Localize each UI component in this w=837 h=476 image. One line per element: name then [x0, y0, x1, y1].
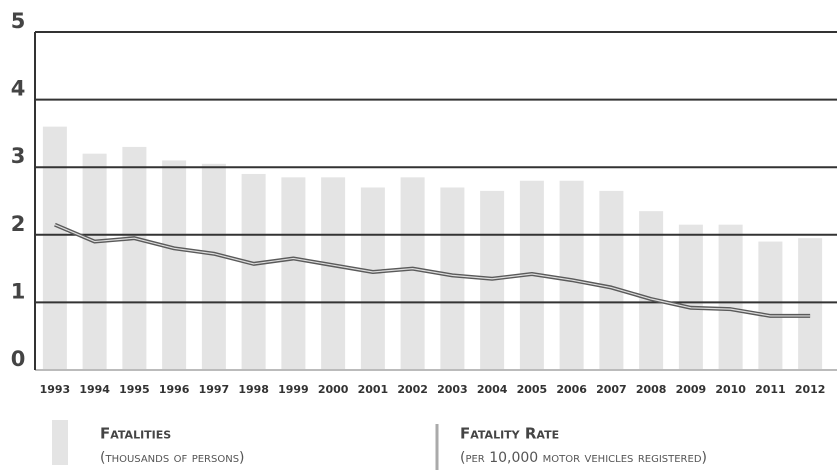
x-tick-label: 2011 — [755, 383, 786, 396]
x-tick-label: 2010 — [715, 383, 746, 396]
x-tick-label: 2005 — [517, 383, 548, 396]
y-tick-label: 2 — [11, 212, 26, 236]
x-tick-label: 2008 — [636, 383, 667, 396]
x-tick-label: 1994 — [79, 383, 110, 396]
bar — [758, 241, 783, 370]
x-tick-label: 2006 — [556, 383, 587, 396]
x-tick-label: 2000 — [318, 383, 349, 396]
bar — [440, 187, 465, 370]
line-highlight — [54, 224, 811, 317]
y-tick-label: 4 — [11, 77, 26, 101]
bar — [241, 173, 266, 370]
x-tick-label: 1998 — [238, 383, 269, 396]
x-tick-label: 2004 — [477, 383, 508, 396]
x-tick-label: 2012 — [795, 383, 826, 396]
bar — [718, 224, 743, 370]
x-tick-label: 1996 — [159, 383, 190, 396]
bar — [798, 238, 823, 370]
legend-label: Fatality Rate — [460, 425, 559, 443]
x-tick-label: 2002 — [397, 383, 428, 396]
x-tick-label: 1999 — [278, 383, 309, 396]
bar — [639, 211, 664, 370]
bar — [281, 177, 306, 370]
x-tick-label: 1995 — [119, 383, 150, 396]
y-tick-label: 1 — [11, 279, 26, 303]
bar — [42, 126, 67, 370]
bar — [162, 160, 187, 370]
bar — [321, 177, 346, 370]
legend-sublabel: (per 10,000 motor vehicles registered) — [460, 450, 707, 466]
x-tick-label: 1993 — [40, 383, 71, 396]
y-tick-label: 3 — [11, 144, 26, 168]
x-tick-label: 2007 — [596, 383, 627, 396]
legend-label: Fatalities — [100, 425, 171, 443]
x-tick-label: 2009 — [676, 383, 707, 396]
bar — [400, 177, 425, 370]
bar — [678, 224, 703, 370]
bar — [559, 180, 584, 370]
bar — [599, 190, 624, 370]
bar — [201, 163, 226, 370]
legend-sublabel: (thousands of persons) — [100, 450, 245, 466]
bar — [360, 187, 385, 370]
x-tick-label: 2003 — [437, 383, 468, 396]
bar — [122, 146, 147, 370]
bar — [82, 153, 107, 370]
y-tick-label: 0 — [11, 347, 26, 371]
y-tick-label: 5 — [11, 9, 26, 33]
x-tick-label: 1997 — [199, 383, 230, 396]
legend-bar-swatch — [52, 420, 68, 465]
x-tick-label: 2001 — [358, 383, 389, 396]
